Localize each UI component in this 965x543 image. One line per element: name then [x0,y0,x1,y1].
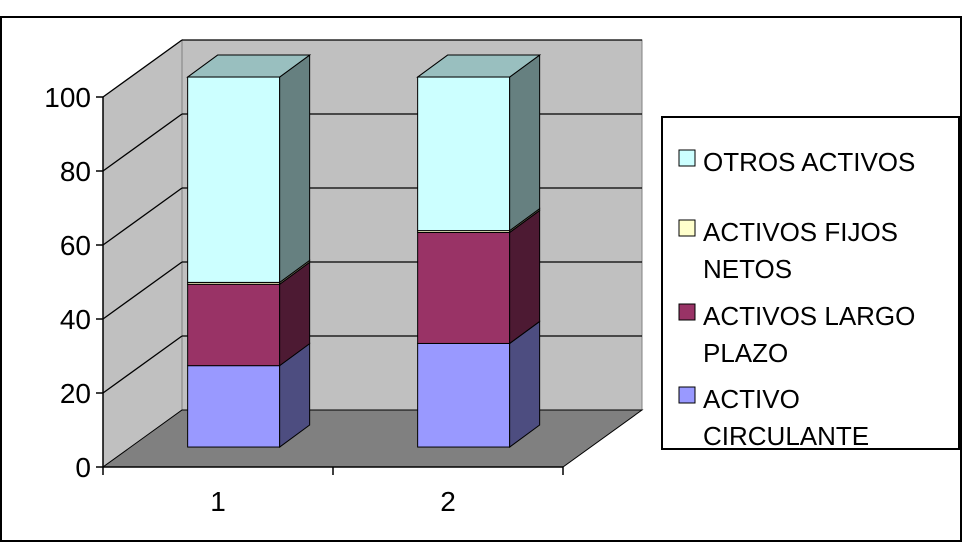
y-tick-label: 60 [60,230,91,261]
floor [101,409,644,468]
bar-stack-1 [186,54,312,449]
legend-swatch-otros-activos [678,149,696,167]
x-tick-label: 2 [440,486,456,517]
legend-label-otros-activos: OTROS ACTIVOS [703,147,915,177]
gridline-side [102,187,183,246]
bar-activo-circulante-2 [417,342,511,448]
side-wall [102,39,183,468]
bar-otros-activos-1 [187,76,281,283]
bar-activos-largo-plazo-1 [187,283,281,367]
y-tick-label: 40 [60,304,91,335]
bar-stack-2 [416,54,542,449]
bar-activo-circulante-1 [187,365,281,448]
legend-swatch-activos-largo-plazo [678,303,696,321]
bar-top-1 [186,54,312,78]
legend-swatch-activos-fijos-netos [678,219,696,237]
gridline-side [102,335,183,394]
y-axis-ticks: 0 20 40 60 80 100 [44,82,104,483]
legend-swatch-activo-circulante [678,386,696,404]
y-tick-label: 0 [75,452,91,483]
legend-box [661,116,960,450]
bar-activos-largo-plazo-2-side [509,209,541,345]
y-tick-label: 20 [60,378,91,409]
gridline-side [102,39,183,98]
bar-otros-activos-2 [417,76,511,232]
y-tick-label: 80 [60,156,91,187]
legend-label-activo-circulante: ACTIVO CIRCULANTE [703,384,869,451]
bar-otros-activos-2-side [509,54,541,232]
bar-activos-largo-plazo-2 [417,231,511,344]
legend-label-activos-fijos-netos: ACTIVOS FIJOS NETOS [703,217,898,284]
y-tick-label: 100 [44,82,91,113]
legend: OTROS ACTIVOS ACTIVOS FIJOS NETOS ACTIVOS L… [661,116,960,451]
plot-area [101,39,644,468]
gridline-side [102,113,183,172]
bar-otros-activos-1-side [279,54,311,284]
bar-top-2 [416,54,542,78]
gridline-side [102,261,183,320]
x-tick-label: 1 [210,486,226,517]
legend-label-activos-largo-plazo: ACTIVOS LARGO PLAZO [703,301,915,368]
